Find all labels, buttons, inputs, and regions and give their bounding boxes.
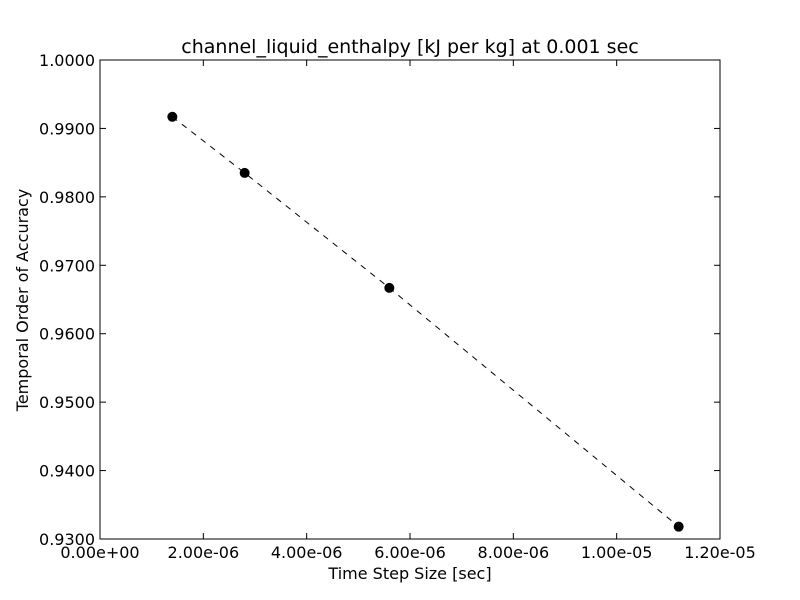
x-tick-label: 0.00e+00: [60, 543, 139, 562]
y-tick-label: 1.0000: [39, 51, 95, 70]
data-point: [673, 521, 684, 532]
y-tick-label: 0.9900: [39, 119, 95, 138]
y-tick-label: 0.9700: [39, 256, 95, 275]
y-tick-label: 0.9500: [39, 393, 95, 412]
y-axis-label: Temporal Order of Accuracy: [13, 189, 32, 412]
x-tick-label: 6.00e-06: [374, 543, 446, 562]
y-tick-label: 0.9800: [39, 188, 95, 207]
plot-frame: [99, 59, 721, 540]
data-point: [167, 111, 178, 122]
series-line: [172, 116, 679, 528]
series-layer: [167, 111, 684, 532]
chart-title: channel_liquid_enthalpy [kJ per kg] at 0…: [181, 36, 638, 58]
data-point: [384, 282, 395, 293]
x-tick-label: 1.20e-05: [684, 543, 756, 562]
x-tick-label: 1.00e-05: [581, 543, 653, 562]
y-tick-label: 0.9300: [39, 530, 95, 549]
data-point: [239, 167, 250, 178]
x-tick-label: 2.00e-06: [168, 543, 240, 562]
x-tick-label: 8.00e-06: [478, 543, 550, 562]
axis-ticks: 0.00e+00 2.00e-06 4.00e-06 6.00e-06 8.00e-06…: [39, 51, 756, 562]
x-tick-label: 4.00e-06: [271, 543, 343, 562]
x-axis-label: Time Step Size [sec]: [327, 564, 491, 583]
y-tick-label: 0.9600: [39, 325, 95, 344]
y-tick-label: 0.9400: [39, 462, 95, 481]
